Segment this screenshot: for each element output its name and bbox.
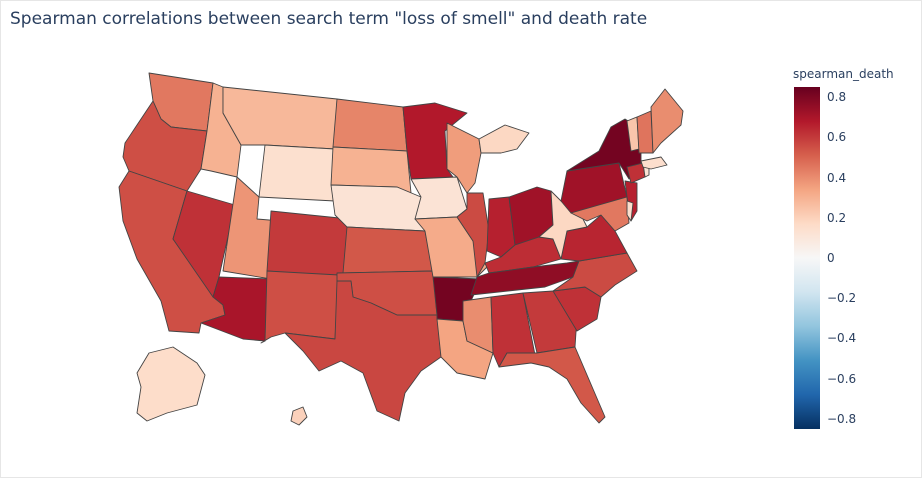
- chart-title: Spearman correlations between search ter…: [10, 9, 648, 29]
- state-nj[interactable]: [624, 180, 638, 222]
- state-nh[interactable]: [636, 110, 654, 154]
- state-me[interactable]: [650, 88, 684, 154]
- state-fl[interactable]: [498, 346, 606, 424]
- colorbar-tick: −0.8: [827, 411, 857, 426]
- state-nd[interactable]: [332, 98, 408, 152]
- colorbar-title: spearman_death: [793, 67, 894, 81]
- colorbar: [794, 87, 820, 429]
- states-layer: [118, 72, 684, 426]
- state-mi[interactable]: [478, 124, 530, 154]
- colorbar-tick: −0.4: [827, 331, 857, 346]
- state-wy[interactable]: [258, 144, 336, 202]
- state-nc[interactable]: [552, 252, 638, 298]
- state-de[interactable]: [626, 200, 634, 222]
- state-ms[interactable]: [462, 296, 494, 354]
- colorbar-tick: 0.4: [827, 170, 847, 185]
- colorbar-tick: 0.2: [827, 210, 847, 225]
- state-ma[interactable]: [640, 156, 668, 170]
- state-co[interactable]: [266, 210, 350, 278]
- state-nm[interactable]: [260, 270, 340, 344]
- state-mt[interactable]: [222, 86, 338, 150]
- colorbar-tick: −0.6: [827, 371, 857, 386]
- colorbar-tick: 0.8: [827, 90, 847, 105]
- state-ak[interactable]: [136, 346, 206, 422]
- state-tx[interactable]: [284, 280, 442, 422]
- colorbar-tick: −0.2: [827, 291, 857, 306]
- state-hi[interactable]: [290, 406, 308, 426]
- colorbar-tick: 0.6: [827, 130, 847, 145]
- state-ks[interactable]: [342, 226, 434, 274]
- colorbar-tick: 0: [827, 251, 835, 265]
